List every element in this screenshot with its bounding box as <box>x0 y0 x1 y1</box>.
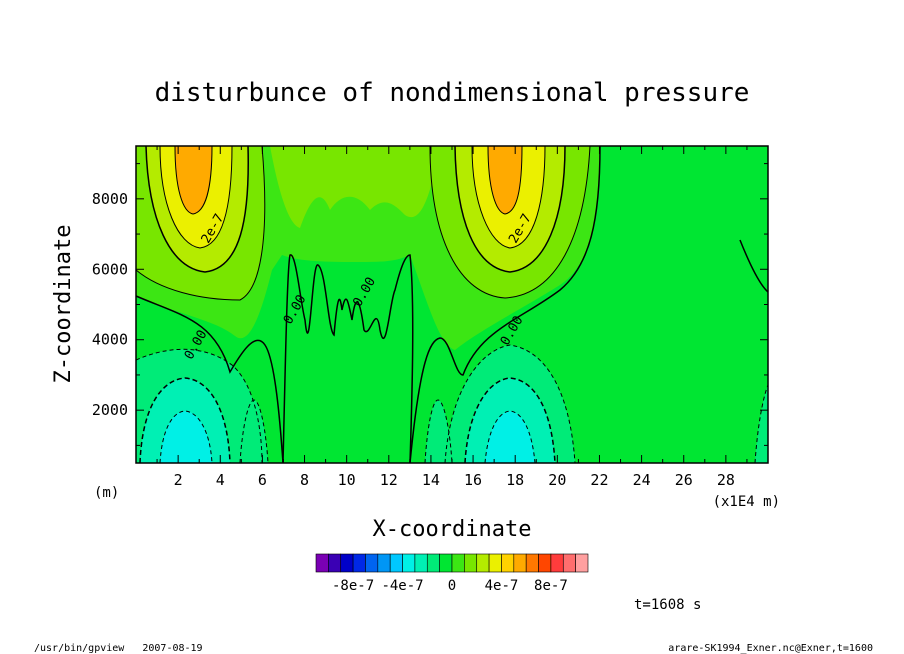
contour-lines <box>136 146 768 463</box>
neg-contour-right-2 <box>464 377 556 463</box>
neg-contour-left-1 <box>136 348 263 463</box>
neg-band-left-3 <box>160 411 212 463</box>
neg-contour-far-right <box>754 384 768 463</box>
contour-right-2 <box>471 146 546 249</box>
neg-contour-left-3 <box>159 410 213 463</box>
zero-contour-far-right <box>739 239 768 293</box>
x-tick-label: 6 <box>258 471 267 489</box>
zero-contour <box>136 295 284 463</box>
colorbar-label: -8e-7 <box>332 578 374 594</box>
zero-contour-right <box>409 146 601 463</box>
colorbar-label: 0 <box>448 578 456 594</box>
colorbar-label: 4e-7 <box>485 578 519 594</box>
contour-left-outer <box>136 146 266 301</box>
colorbar-swatch <box>464 553 478 573</box>
colorbar-swatch <box>562 553 576 573</box>
colorbar-swatch <box>476 553 490 573</box>
colorbar-swatch <box>414 553 428 573</box>
neg-contour-left-2 <box>139 377 231 463</box>
neg-contour-mid-left <box>239 399 269 463</box>
footer-left: /usr/bin/gpview 2007-08-19 <box>34 643 203 654</box>
neg-band-right-3 <box>485 411 535 463</box>
contour-left-3 <box>174 146 213 215</box>
colorbar-swatch <box>389 553 403 573</box>
neg-band-far-right <box>755 385 768 463</box>
x-tick-label: 8 <box>300 471 309 489</box>
colorbar-swatch <box>488 553 502 573</box>
colorbar-swatch <box>439 553 453 573</box>
x-tick-label: 2 <box>174 471 183 489</box>
x-tick-label: 20 <box>548 471 566 489</box>
colorbar-labels: -8e-7 -4e-7 0 4e-7 8e-7 <box>332 578 568 594</box>
colorbar-label: 8e-7 <box>534 578 568 594</box>
colorbar-swatch <box>525 553 539 573</box>
colorbar-label: -4e-7 <box>381 578 423 594</box>
colorbar-swatch <box>377 553 391 573</box>
colorbar-swatch <box>340 553 354 573</box>
colorbar-swatch <box>451 553 465 573</box>
contour-left-2 <box>159 146 233 249</box>
right-lobe-peak <box>488 146 522 214</box>
y-axis-label: Z-coordinate <box>51 225 76 384</box>
colorbar-swatch <box>575 553 589 573</box>
footer-right: arare-SK1994_Exner.nc@Exner,t=1600 <box>668 643 873 654</box>
neg-contour-right-1 <box>444 344 576 463</box>
colorbar-swatch <box>365 553 379 573</box>
left-lobe-peak <box>175 146 212 214</box>
x-tick-label: 26 <box>675 471 693 489</box>
y-tick-label: 4000 <box>92 331 128 349</box>
colorbar-swatch <box>328 553 342 573</box>
colorbar-swatch <box>402 553 416 573</box>
zero-contour-mid <box>282 254 414 463</box>
upper-mid-band <box>270 146 440 228</box>
contour-right-outer <box>429 146 591 299</box>
x-tick-label: 22 <box>590 471 608 489</box>
colorbar-swatch <box>315 553 329 573</box>
chart-title: disturbunce of nondimensional pressure <box>155 78 750 108</box>
x-tick-label: 12 <box>380 471 398 489</box>
colorbar-swatch <box>513 553 527 573</box>
neg-contour-mid-right <box>424 399 453 463</box>
colorbar-swatch <box>501 553 515 573</box>
colorbar-swatch <box>426 553 440 573</box>
colorbar-swatch <box>538 553 552 573</box>
y-tick-label: 2000 <box>92 401 128 419</box>
x-axis-label: X-coordinate <box>373 517 532 542</box>
colorbar <box>315 553 589 573</box>
contour-left-1 <box>145 146 249 273</box>
x-tick-label: 28 <box>717 471 735 489</box>
y-tick-label: 6000 <box>92 260 128 278</box>
colorbar-swatch <box>352 553 366 573</box>
contour-right-3 <box>487 146 523 215</box>
colorbar-swatch <box>550 553 564 573</box>
contour-right-1 <box>454 146 566 273</box>
x-tick-label: 24 <box>633 471 651 489</box>
time-label: t=1608 s <box>634 597 701 613</box>
x-unit-right: (x1E4 m) <box>713 494 780 510</box>
y-axis: 2000 4000 6000 8000 <box>92 163 768 446</box>
x-axis: 2 4 6 8 10 12 14 16 18 20 22 24 26 28 <box>156 146 748 489</box>
x-unit-left: (m) <box>94 485 119 501</box>
x-tick-label: 18 <box>506 471 524 489</box>
y-tick-label: 8000 <box>92 190 128 208</box>
x-tick-label: 4 <box>216 471 225 489</box>
contour-plot: 2e-7 2e-70.000.000.000.00 <box>136 146 768 463</box>
x-tick-label: 10 <box>338 471 356 489</box>
neg-band-mid-right <box>425 400 452 463</box>
x-tick-label: 16 <box>464 471 482 489</box>
x-tick-label: 14 <box>422 471 440 489</box>
